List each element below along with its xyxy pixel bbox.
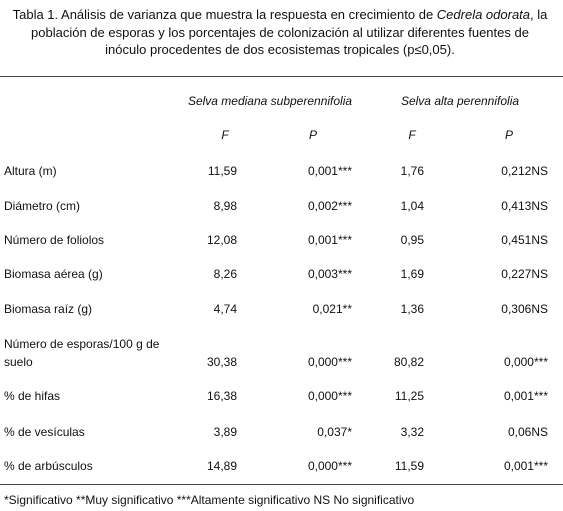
cell: 8,98 bbox=[213, 199, 237, 213]
cell: 1,36 bbox=[400, 302, 424, 316]
cell: 0,021** bbox=[312, 302, 352, 316]
cell: 1,69 bbox=[400, 267, 424, 281]
cell: 30,38 bbox=[206, 355, 237, 369]
row-label: % de arbúsculos bbox=[4, 459, 93, 473]
row-label: % de hifas bbox=[4, 389, 61, 403]
cell: 0,001*** bbox=[503, 459, 548, 473]
cell: 4,74 bbox=[213, 302, 237, 316]
caption: Tabla 1. Análisis de varianza que muestr… bbox=[10, 6, 550, 59]
bottom-rule bbox=[0, 484, 563, 485]
cell: 11,59 bbox=[207, 164, 237, 178]
group-header: Selva mediana subperennifolia bbox=[187, 94, 353, 108]
group-header: Selva alta perennifolia bbox=[400, 94, 520, 108]
cell: 8,26 bbox=[213, 267, 237, 281]
cell: 0,000*** bbox=[307, 459, 352, 473]
cell: 0,037* bbox=[317, 425, 352, 439]
row-label: Biomasa raíz (g) bbox=[4, 302, 93, 316]
cell: 0,227NS bbox=[501, 267, 548, 281]
cell: 0,413NS bbox=[501, 199, 548, 213]
cell: 80,82 bbox=[393, 355, 424, 369]
cell: 1,76 bbox=[400, 164, 424, 178]
cell: 3,32 bbox=[400, 425, 424, 439]
row-label: Diámetro (cm) bbox=[4, 199, 81, 213]
cell: 3,89 bbox=[213, 425, 237, 439]
row-label: Número de foliolos bbox=[4, 233, 105, 247]
row-label: % de vesículas bbox=[4, 425, 85, 439]
cell: 0,003*** bbox=[307, 267, 352, 281]
caption-text: Tabla 1. Análisis de varianza que muestr… bbox=[12, 7, 437, 22]
row-label: Biomasa aérea (g) bbox=[4, 267, 103, 281]
cell: 12,08 bbox=[206, 233, 237, 247]
row-label: Altura (m) bbox=[4, 164, 57, 178]
species-name: Cedrela odorata bbox=[436, 7, 531, 22]
caption-text: , la población de esporas y los porcenta… bbox=[31, 7, 548, 57]
cell: 0,001*** bbox=[307, 164, 352, 178]
cell: 11,59 bbox=[394, 459, 424, 473]
cell: 0,002*** bbox=[307, 199, 352, 213]
row-label: Número de esporas/100 g de suelo bbox=[4, 337, 160, 369]
column-header: F bbox=[221, 128, 229, 142]
footnote: *Significativo **Muy significativo ***Al… bbox=[4, 493, 415, 507]
cell: 0,000*** bbox=[503, 355, 548, 369]
cell: 0,001*** bbox=[307, 233, 352, 247]
column-header: F bbox=[408, 128, 416, 142]
cell: 0,306NS bbox=[501, 302, 548, 316]
cell: 0,95 bbox=[400, 233, 424, 247]
cell: 0,212NS bbox=[501, 164, 548, 178]
cell: 11,25 bbox=[394, 389, 424, 403]
cell: 0,000*** bbox=[307, 389, 352, 403]
cell: 1,04 bbox=[400, 199, 424, 213]
cell: 0,06NS bbox=[507, 425, 548, 439]
column-header: P bbox=[504, 128, 514, 142]
cell: 0,451NS bbox=[501, 233, 548, 247]
cell: 14,89 bbox=[206, 459, 237, 473]
cell: 16,38 bbox=[206, 389, 237, 403]
column-header: P bbox=[308, 128, 318, 142]
cell: 0,000*** bbox=[307, 355, 352, 369]
top-rule bbox=[0, 76, 563, 77]
cell: 0,001*** bbox=[503, 389, 548, 403]
